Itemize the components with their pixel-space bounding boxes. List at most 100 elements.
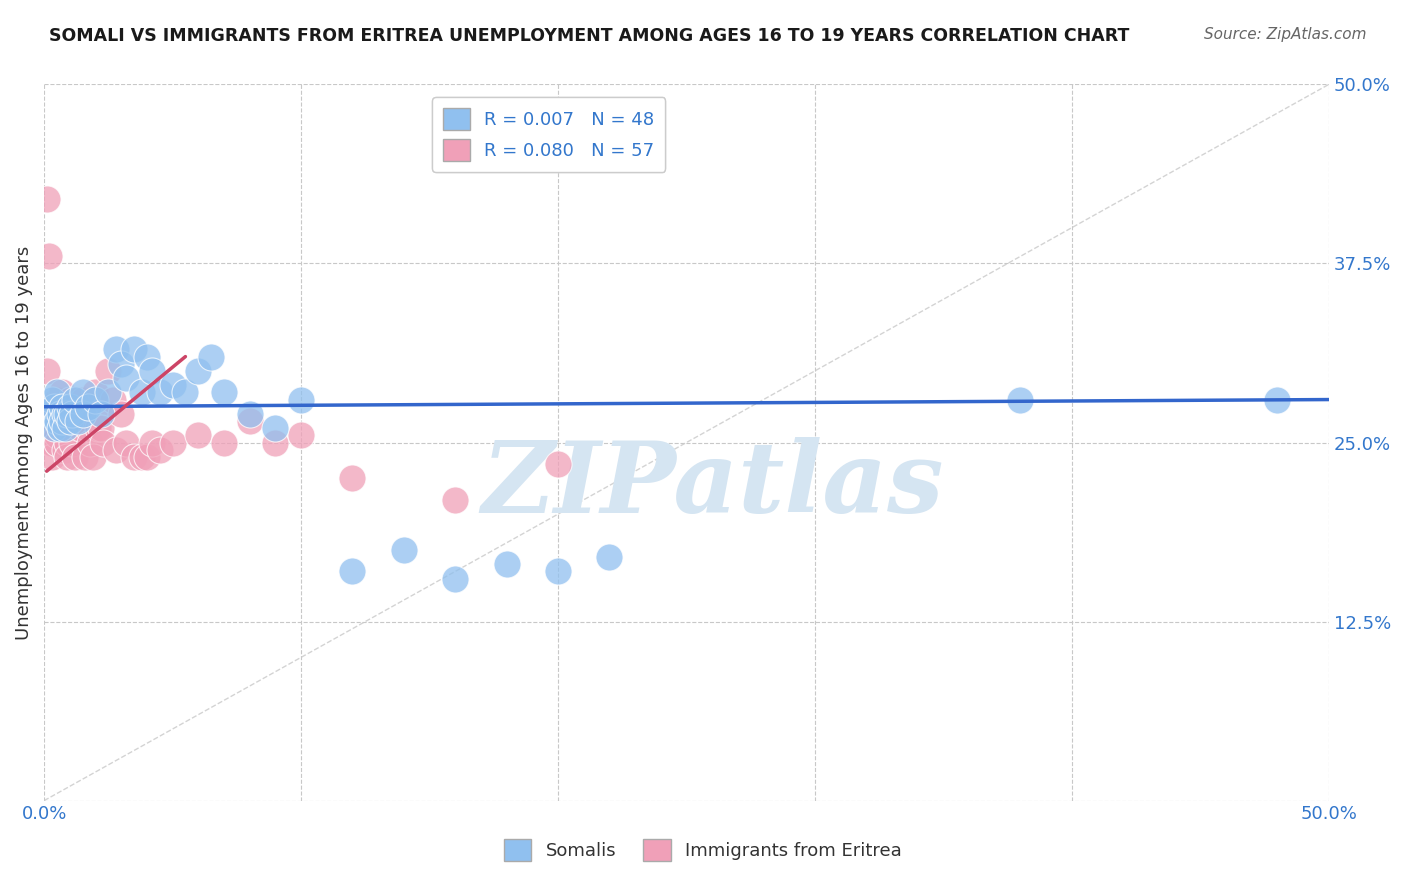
Point [41, 435, 63, 450]
Point [41, 392, 63, 407]
Point [51, 421, 73, 435]
Point [72, 392, 94, 407]
Point [90, 407, 112, 421]
Point [46, 435, 69, 450]
Point [149, 385, 172, 400]
Point [48, 421, 70, 435]
Point [51, 414, 73, 428]
Point [53, 442, 76, 457]
Point [212, 435, 235, 450]
Point [598, 550, 620, 565]
Point [46, 428, 69, 442]
Point [149, 442, 172, 457]
Point [76, 400, 98, 414]
Point [105, 442, 128, 457]
Point [264, 421, 287, 435]
Point [84, 407, 107, 421]
Point [97, 364, 120, 378]
Point [48, 407, 70, 421]
Point [135, 450, 157, 464]
Point [51, 400, 73, 414]
Point [200, 350, 222, 364]
Point [59, 392, 82, 407]
Point [63, 392, 86, 407]
Point [66, 414, 89, 428]
Point [547, 457, 569, 471]
Point [495, 558, 517, 572]
Point [48, 421, 70, 435]
Point [135, 350, 157, 364]
Point [48, 407, 70, 421]
Point [122, 450, 145, 464]
Point [97, 385, 120, 400]
Point [60, 407, 83, 421]
Point [342, 471, 364, 485]
Text: SOMALI VS IMMIGRANTS FROM ERITREA UNEMPLOYMENT AMONG AGES 16 TO 19 YEARS CORRELA: SOMALI VS IMMIGRANTS FROM ERITREA UNEMPL… [49, 27, 1129, 45]
Point [46, 414, 69, 428]
Point [75, 450, 97, 464]
Point [63, 450, 86, 464]
Point [72, 407, 94, 421]
Point [53, 414, 76, 428]
Legend: Somalis, Immigrants from Eritrea: Somalis, Immigrants from Eritrea [494, 829, 912, 872]
Point [115, 435, 138, 450]
Point [35, 192, 58, 206]
Point [56, 450, 79, 464]
Point [79, 435, 101, 450]
Point [44, 421, 66, 435]
Point [1267, 392, 1289, 407]
Point [84, 392, 107, 407]
Point [44, 400, 66, 414]
Point [38, 407, 60, 421]
Point [290, 392, 312, 407]
Point [44, 421, 66, 435]
Point [392, 543, 415, 558]
Point [60, 435, 83, 450]
Point [59, 400, 82, 414]
Point [41, 407, 63, 421]
Point [162, 378, 184, 392]
Y-axis label: Unemployment Among Ages 16 to 19 years: Unemployment Among Ages 16 to 19 years [15, 245, 32, 640]
Legend: R = 0.007   N = 48, R = 0.080   N = 57: R = 0.007 N = 48, R = 0.080 N = 57 [432, 97, 665, 172]
Point [46, 385, 69, 400]
Point [141, 364, 163, 378]
Point [444, 492, 467, 507]
Point [38, 249, 60, 263]
Point [72, 385, 94, 400]
Point [59, 421, 82, 435]
Point [122, 343, 145, 357]
Point [187, 428, 209, 442]
Point [1010, 392, 1032, 407]
Text: Source: ZipAtlas.com: Source: ZipAtlas.com [1204, 27, 1367, 42]
Point [38, 407, 60, 421]
Point [187, 364, 209, 378]
Point [38, 421, 60, 435]
Point [44, 400, 66, 414]
Point [90, 421, 112, 435]
Point [84, 385, 107, 400]
Point [35, 364, 58, 378]
Point [51, 385, 73, 400]
Point [547, 565, 569, 579]
Point [239, 414, 262, 428]
Point [59, 414, 82, 428]
Point [87, 421, 110, 435]
Point [103, 392, 125, 407]
Point [115, 371, 138, 385]
Point [76, 421, 98, 435]
Point [46, 392, 69, 407]
Point [91, 435, 114, 450]
Point [239, 407, 262, 421]
Point [290, 428, 312, 442]
Point [444, 572, 467, 586]
Point [342, 565, 364, 579]
Point [131, 450, 153, 464]
Point [56, 407, 79, 421]
Point [41, 450, 63, 464]
Point [110, 357, 132, 371]
Point [82, 450, 104, 464]
Point [162, 435, 184, 450]
Point [212, 385, 235, 400]
Point [110, 407, 132, 421]
Point [131, 385, 153, 400]
